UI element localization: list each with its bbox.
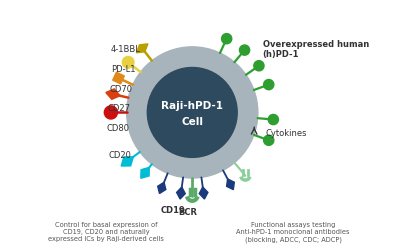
Polygon shape: [158, 182, 166, 193]
Text: 4-1BBL: 4-1BBL: [110, 45, 140, 54]
Polygon shape: [199, 187, 208, 199]
Text: Control for basal expression of
CD19, CD20 and naturally
expressed ICs by Raji-d: Control for basal expression of CD19, CD…: [48, 222, 164, 242]
Circle shape: [264, 80, 274, 90]
Circle shape: [268, 114, 278, 125]
Circle shape: [240, 45, 250, 55]
Circle shape: [147, 67, 237, 157]
Text: CD80: CD80: [106, 124, 129, 133]
Circle shape: [222, 33, 232, 44]
Polygon shape: [227, 179, 234, 190]
Text: CD27: CD27: [107, 104, 130, 113]
Polygon shape: [177, 187, 185, 199]
Text: BCR: BCR: [178, 208, 197, 217]
Polygon shape: [136, 44, 148, 53]
Text: CD19: CD19: [160, 206, 185, 215]
Polygon shape: [113, 72, 124, 84]
Polygon shape: [106, 89, 120, 99]
Text: Cell: Cell: [181, 117, 203, 127]
Text: Cytokines: Cytokines: [265, 128, 307, 138]
Circle shape: [104, 106, 118, 119]
Text: Raji-hPD-1: Raji-hPD-1: [161, 101, 223, 111]
Text: Functional assays testing
Anti-hPD-1 monoclonal antibodies
(blocking, ADCC, CDC;: Functional assays testing Anti-hPD-1 mon…: [236, 222, 350, 243]
Circle shape: [254, 61, 264, 71]
Text: Overexpressed human
(h)PD-1: Overexpressed human (h)PD-1: [263, 40, 369, 59]
Text: CD20: CD20: [109, 151, 132, 160]
Circle shape: [264, 135, 274, 145]
Polygon shape: [141, 167, 149, 178]
Text: PD-L1: PD-L1: [111, 65, 135, 74]
Circle shape: [127, 47, 258, 178]
Text: CD70: CD70: [110, 85, 133, 94]
Polygon shape: [121, 157, 133, 166]
Circle shape: [122, 57, 134, 68]
